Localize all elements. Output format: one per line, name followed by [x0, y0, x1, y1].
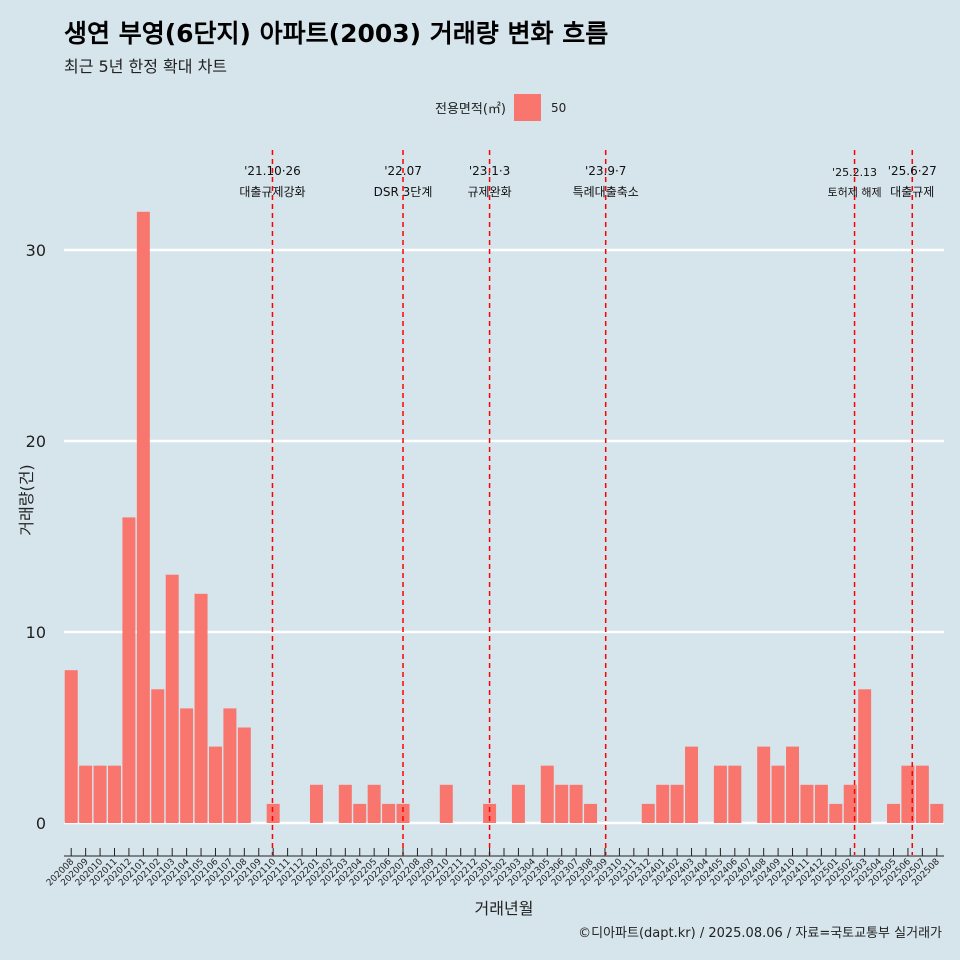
bar-202101	[136, 211, 150, 824]
event-date-202207: '22.07	[384, 164, 422, 178]
event-label-202506: 대출규제	[890, 185, 934, 199]
bar-202312	[641, 803, 655, 823]
bar-202102	[151, 689, 165, 823]
bar-202505	[887, 803, 900, 823]
event-label-202301: 규제완화	[467, 185, 511, 199]
bar-202502	[843, 784, 857, 823]
bar-202103	[165, 574, 179, 823]
legend-label: 50	[550, 100, 567, 115]
event-label-202207: DSR 3단계	[374, 185, 433, 199]
bar-layer	[64, 211, 944, 824]
caption: ©디아파트(dapt.kr) / 2025.08.06 / 자료=국토교통부 실…	[578, 926, 942, 941]
event-date-202309: '23.9·7	[585, 164, 626, 178]
bar-202307	[569, 784, 583, 823]
bar-202411	[800, 784, 814, 823]
bar-202012	[122, 517, 136, 823]
bar-202105	[194, 593, 208, 823]
bar-202503	[858, 689, 872, 823]
annotation-layer: '21.10·26 대출규제강화 '22.07 DSR 3단계 '23.1·3 규제완화 '…	[239, 150, 937, 855]
bar-202108	[237, 727, 251, 823]
bar-202008	[64, 670, 78, 823]
bar-202412	[814, 784, 828, 823]
x-axis-title: 거래년월	[475, 899, 534, 918]
bar-202506	[901, 765, 915, 823]
event-label-202110: 대출규제강화	[239, 185, 305, 199]
bar-202206	[382, 803, 396, 823]
bar-202405	[713, 765, 727, 823]
bar-202402	[670, 784, 684, 823]
bar-202308	[584, 803, 598, 823]
bar-202409	[771, 765, 785, 823]
chart-title: 생연 부영(6단지) 아파트(2003) 거래량 변화 흐름	[64, 19, 609, 48]
y-tick-label: 10	[26, 623, 46, 642]
legend-swatch	[513, 94, 541, 121]
event-label-202309: 특례대출축소	[573, 185, 639, 199]
bar-202410	[786, 746, 800, 823]
legend-title: 전용면적(㎡)	[435, 102, 506, 117]
bar-202306	[555, 784, 569, 823]
bar-202110	[266, 803, 280, 823]
bar-202408	[757, 746, 771, 823]
event-date-202502: '25.2.13	[832, 166, 877, 179]
bar-202507	[915, 765, 929, 823]
bar-202104	[180, 708, 194, 823]
bar-202305	[540, 765, 554, 823]
bar-202201	[309, 784, 323, 823]
bar-202010	[93, 765, 107, 823]
event-date-202506: '25.6·27	[888, 164, 937, 178]
bar-202401	[656, 784, 670, 823]
bar-202207	[396, 803, 410, 823]
y-tick-label: 30	[26, 241, 46, 260]
bar-202403	[685, 746, 699, 823]
event-label-202502: 토허제 해제	[828, 185, 882, 199]
bar-202009	[79, 765, 93, 823]
bar-202406	[728, 765, 742, 823]
legend: 전용면적(㎡) 50	[435, 94, 566, 121]
bar-202508	[930, 803, 944, 823]
bar-202210	[439, 784, 453, 823]
chart-subtitle: 최근 5년 한정 확대 차트	[64, 57, 228, 76]
bar-202107	[223, 708, 237, 823]
bar-202303	[511, 784, 525, 823]
y-tick-label: 20	[26, 432, 46, 451]
y-tick-label: 0	[36, 814, 46, 833]
bar-202501	[829, 803, 843, 823]
bar-202205	[367, 784, 381, 823]
event-date-202110: '21.10·26	[244, 164, 301, 178]
bar-202301	[483, 803, 497, 823]
bar-202203	[338, 784, 352, 823]
bar-202011	[108, 765, 121, 823]
y-axis-title: 거래량(건)	[17, 464, 36, 535]
bar-202204	[353, 803, 367, 823]
bar-202106	[208, 746, 222, 823]
event-date-202301: '23.1·3	[469, 164, 510, 178]
